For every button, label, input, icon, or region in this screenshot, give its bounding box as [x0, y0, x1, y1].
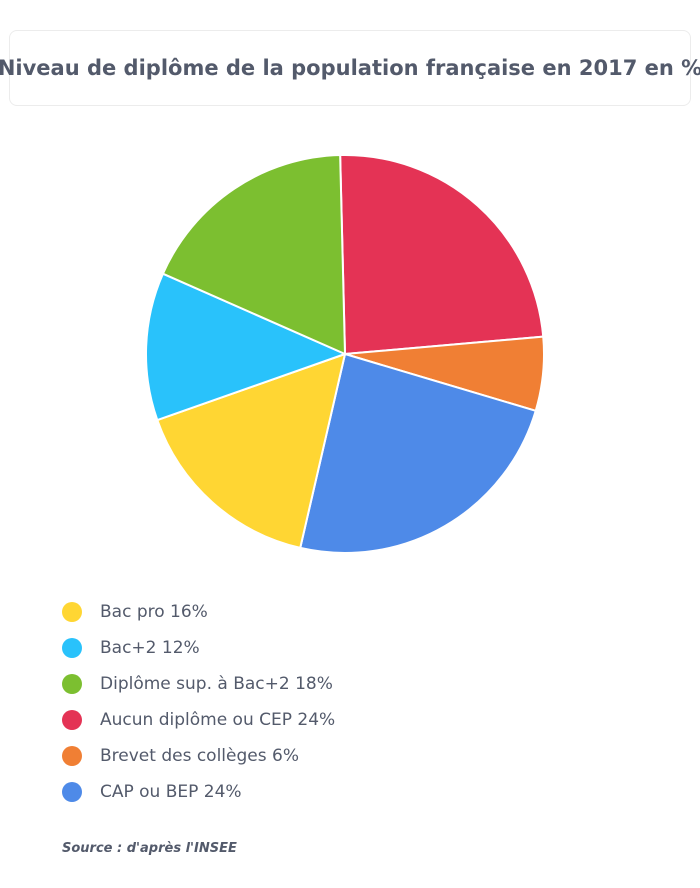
legend-label: Brevet des collèges 6%	[100, 746, 299, 766]
legend-swatch	[62, 710, 82, 730]
pie-slice-3[interactable]	[156, 353, 346, 549]
chart-title: Niveau de diplôme de la population franç…	[0, 56, 700, 80]
legend-swatch	[62, 602, 82, 622]
legend-item-1[interactable]: Bac+2 12%	[62, 630, 335, 666]
legend-label: Bac pro 16%	[100, 602, 208, 622]
legend-item-4[interactable]: Brevet des collèges 6%	[62, 738, 335, 774]
legend-swatch	[62, 746, 82, 766]
pie-slices	[145, 154, 545, 554]
legend-label: Diplôme sup. à Bac+2 18%	[100, 674, 333, 694]
source-note: Source : d'après l'INSEE	[62, 841, 237, 856]
legend-item-2[interactable]: Diplôme sup. à Bac+2 18%	[62, 666, 335, 702]
legend-swatch	[62, 674, 82, 694]
legend-swatch	[62, 638, 82, 658]
legend-label: CAP ou BEP 24%	[100, 782, 242, 802]
pie-slice-0[interactable]	[339, 154, 545, 355]
pie-slice-4[interactable]	[145, 272, 346, 422]
legend-item-3[interactable]: Aucun diplôme ou CEP 24%	[62, 702, 335, 738]
legend-label: Bac+2 12%	[100, 638, 200, 658]
chart-legend: Bac pro 16% Bac+2 12% Diplôme sup. à Bac+2…	[62, 594, 335, 810]
legend-swatch	[62, 782, 82, 802]
chart-title-box: Niveau de diplôme de la population franç…	[0, 30, 700, 106]
pie-slice-5[interactable]	[161, 154, 346, 355]
legend-item-5[interactable]: CAP ou BEP 24%	[62, 774, 335, 810]
pie-chart	[145, 154, 545, 554]
legend-label: Aucun diplôme ou CEP 24%	[100, 710, 336, 730]
legend-item-0[interactable]: Bac pro 16%	[62, 594, 335, 630]
pie-slice-2[interactable]	[299, 353, 537, 554]
